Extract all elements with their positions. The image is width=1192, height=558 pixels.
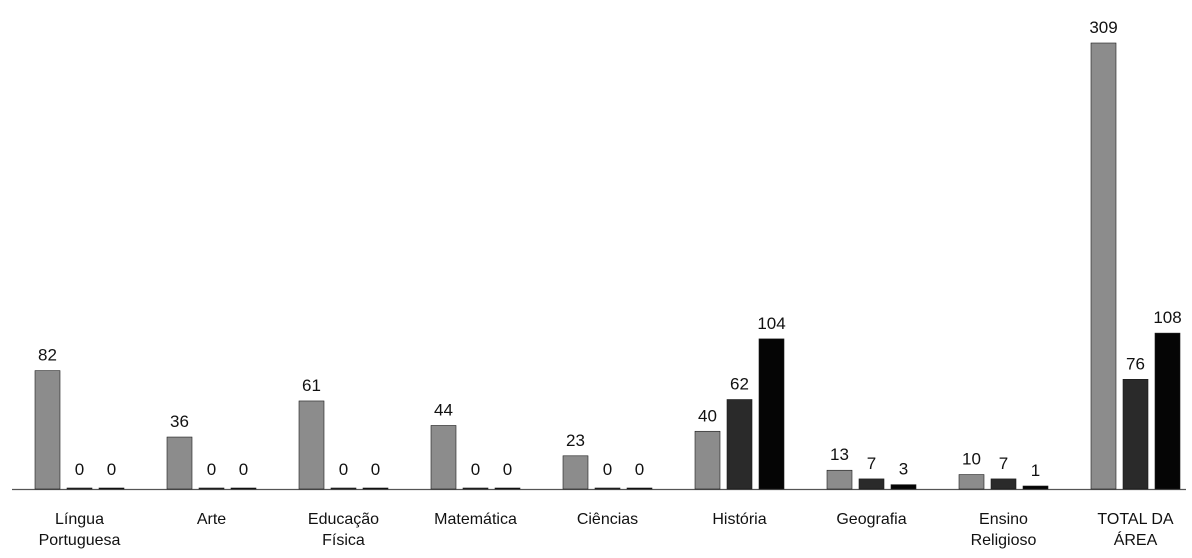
bar xyxy=(758,338,785,490)
category-label: Arte xyxy=(197,511,226,528)
bar xyxy=(726,399,753,490)
data-label: 0 xyxy=(339,460,348,479)
bar xyxy=(494,487,521,490)
data-label: 62 xyxy=(730,375,749,394)
data-label: 104 xyxy=(757,314,785,333)
data-label: 3 xyxy=(899,460,908,479)
bar xyxy=(98,487,125,490)
data-label: 7 xyxy=(867,454,876,473)
bar xyxy=(330,487,357,490)
bar xyxy=(198,487,225,490)
data-label: 40 xyxy=(698,406,717,425)
bar xyxy=(826,469,853,490)
data-label: 108 xyxy=(1153,308,1181,327)
bar xyxy=(66,487,93,490)
data-label: 82 xyxy=(38,346,57,365)
data-label: 44 xyxy=(434,400,453,419)
category-label: Ensino Religioso xyxy=(971,511,1037,549)
data-label: 0 xyxy=(471,460,480,479)
bar xyxy=(462,487,489,490)
bar xyxy=(166,436,193,490)
data-label: 76 xyxy=(1126,354,1145,373)
bar xyxy=(1022,485,1049,490)
data-label: 1 xyxy=(1031,461,1040,480)
data-label: 0 xyxy=(207,460,216,479)
bar xyxy=(694,430,721,490)
bar xyxy=(230,487,257,490)
bar xyxy=(626,487,653,490)
bar xyxy=(562,455,589,490)
data-label: 0 xyxy=(75,460,84,479)
data-label: 23 xyxy=(566,431,585,450)
data-label: 10 xyxy=(962,450,981,469)
bar xyxy=(430,425,457,490)
data-label: 61 xyxy=(302,376,321,395)
data-label: 7 xyxy=(999,454,1008,473)
data-label: 0 xyxy=(635,460,644,479)
category-label: Ciências xyxy=(577,511,638,528)
bar xyxy=(298,400,325,490)
bar xyxy=(594,487,621,490)
category-label: História xyxy=(712,511,766,528)
bar xyxy=(1154,332,1181,490)
bar xyxy=(958,474,985,490)
bar xyxy=(34,370,61,490)
data-label: 0 xyxy=(107,460,116,479)
category-label: Educação Física xyxy=(308,511,379,549)
bar xyxy=(1090,42,1117,490)
category-label: Geografia xyxy=(836,511,906,528)
data-label: 0 xyxy=(239,460,248,479)
category-label: Língua Portuguesa xyxy=(39,511,121,549)
bar xyxy=(858,478,885,490)
data-label: 0 xyxy=(503,460,512,479)
category-label: TOTAL DA ÁREA xyxy=(1097,511,1173,549)
bar xyxy=(990,478,1017,490)
data-label: 36 xyxy=(170,412,189,431)
bar xyxy=(890,484,917,490)
bar xyxy=(362,487,389,490)
data-label: 13 xyxy=(830,445,849,464)
data-label: 0 xyxy=(603,460,612,479)
data-label: 309 xyxy=(1089,18,1117,37)
category-label: Matemática xyxy=(434,511,517,528)
bar xyxy=(1122,379,1149,490)
data-label: 0 xyxy=(371,460,380,479)
